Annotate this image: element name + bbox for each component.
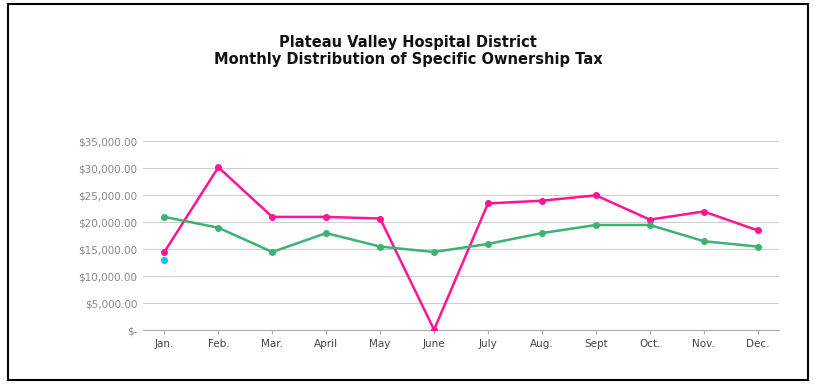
2021 xyxy=(483,242,493,246)
2020 xyxy=(537,199,547,203)
2022 xyxy=(159,258,169,262)
2021 xyxy=(645,223,654,227)
2021 xyxy=(591,223,601,227)
2020 xyxy=(753,228,763,233)
2021 xyxy=(375,244,385,249)
2020 xyxy=(591,193,601,198)
2020 xyxy=(322,215,331,219)
2020 xyxy=(645,217,654,222)
Line: 2022: 2022 xyxy=(162,257,167,263)
2020 xyxy=(159,250,169,254)
2021 xyxy=(268,250,277,254)
2021 xyxy=(698,239,708,243)
2020 xyxy=(375,216,385,221)
2020 xyxy=(214,165,224,170)
Line: 2020: 2020 xyxy=(162,164,761,333)
2020 xyxy=(429,328,439,332)
2021 xyxy=(322,231,331,235)
2021 xyxy=(214,225,224,230)
2021 xyxy=(537,231,547,235)
2020 xyxy=(483,201,493,206)
Text: Plateau Valley Hospital District
Monthly Distribution of Specific Ownership Tax: Plateau Valley Hospital District Monthly… xyxy=(214,35,602,67)
2021 xyxy=(429,250,439,254)
Line: 2021: 2021 xyxy=(162,214,761,255)
2020 xyxy=(268,215,277,219)
2020 xyxy=(698,209,708,214)
2021 xyxy=(159,215,169,219)
2021 xyxy=(753,244,763,249)
